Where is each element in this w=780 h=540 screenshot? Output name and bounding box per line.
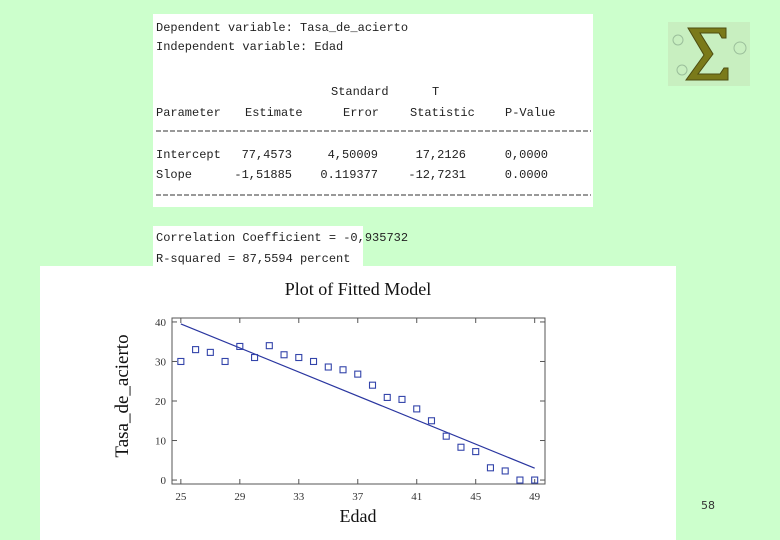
cell: 77,4573 <box>242 148 292 162</box>
chart-panel <box>40 266 676 540</box>
point <box>368 381 377 389</box>
y-tick-label: 40 <box>155 317 167 329</box>
header: Estimate <box>245 106 303 120</box>
point <box>457 443 465 451</box>
x-tick-label: 37 <box>352 491 364 503</box>
logo-sigma <box>685 27 729 81</box>
point <box>501 467 509 475</box>
cell: Slope <box>156 168 192 182</box>
header-top: T <box>432 85 439 99</box>
point <box>251 353 259 362</box>
sigma-logo <box>668 22 750 86</box>
cell: 0.119377 <box>320 168 378 182</box>
point <box>280 351 288 359</box>
header: P-Value <box>505 106 555 120</box>
point <box>177 357 185 366</box>
point <box>192 346 200 354</box>
cell: 17,2126 <box>416 148 466 162</box>
point <box>236 342 244 351</box>
cell: Intercept <box>156 148 221 162</box>
logo-dot <box>676 64 688 76</box>
cell: 0.0000 <box>505 168 548 182</box>
header: Error <box>343 106 379 120</box>
r-squared: R-squared = 87,5594 percent <box>156 252 350 266</box>
point <box>265 342 273 350</box>
chart-title: Plot of Fitted Model <box>285 279 432 299</box>
y-tick-label: 30 <box>155 356 167 368</box>
dependent-var: Dependent variable: Tasa_de_acierto <box>156 21 408 35</box>
point <box>531 476 539 484</box>
cell: 4,50009 <box>328 148 378 162</box>
point <box>442 432 450 440</box>
header: Statistic <box>410 106 475 120</box>
point <box>309 357 318 366</box>
point <box>206 348 214 356</box>
output-panel <box>153 14 593 207</box>
x-tick-label: 25 <box>175 491 187 503</box>
point <box>486 464 495 472</box>
point <box>295 353 303 362</box>
x-tick-label: 33 <box>293 491 305 503</box>
header-top: Standard <box>331 85 389 99</box>
x-tick-label: 49 <box>529 491 541 503</box>
fitted-line <box>180 323 535 469</box>
point <box>221 357 229 366</box>
logo-dot <box>733 41 747 55</box>
point <box>516 476 524 484</box>
header: Parameter <box>156 106 221 120</box>
cell: 0,0000 <box>505 148 548 162</box>
cell: -12,7231 <box>408 168 466 182</box>
x-axis-label: Edad <box>340 506 377 526</box>
point <box>339 366 347 374</box>
point <box>427 417 436 425</box>
y-tick-label: 10 <box>155 436 167 448</box>
y-tick-label: 20 <box>155 396 167 408</box>
x-tick-label: 45 <box>470 491 482 503</box>
x-tick-label: 41 <box>411 491 422 503</box>
stats-panel <box>153 226 363 266</box>
x-tick-label: 29 <box>234 491 246 503</box>
point <box>383 393 391 401</box>
point <box>472 448 480 456</box>
logo-dot <box>672 34 684 46</box>
page-number: 58 <box>701 499 715 512</box>
point <box>324 363 332 371</box>
y-axis-label: Tasa_de_acierto <box>112 334 133 457</box>
point <box>413 405 421 413</box>
point <box>398 395 406 403</box>
correlation: Correlation Coefficient = -0,935732 <box>156 231 408 245</box>
y-tick-label: 0 <box>161 475 167 487</box>
point <box>354 370 362 378</box>
independent-var: Independent variable: Edad <box>156 40 343 54</box>
cell: -1,51885 <box>234 168 292 182</box>
